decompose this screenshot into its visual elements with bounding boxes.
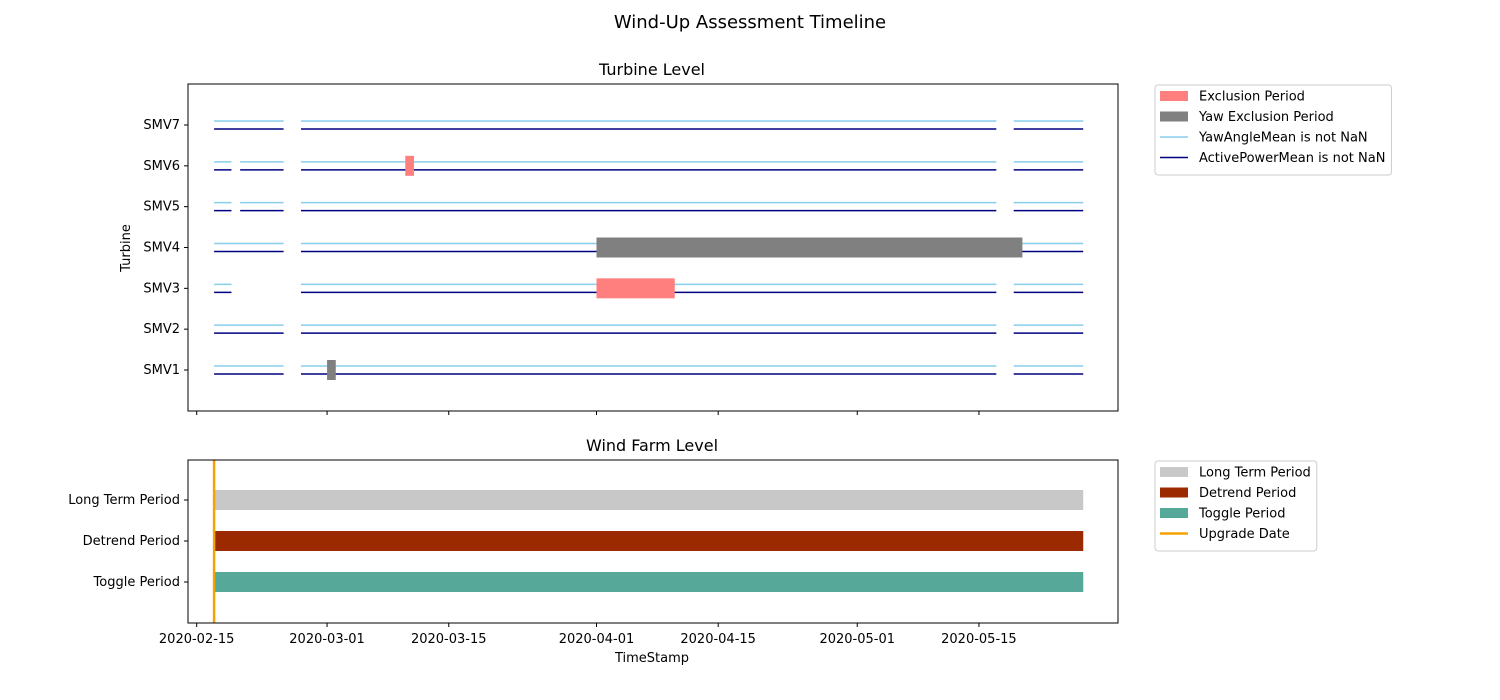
x-tick-label: 2020-05-01 bbox=[819, 632, 895, 647]
turbine-marks bbox=[214, 120, 1084, 380]
legend-swatch bbox=[1160, 111, 1188, 122]
legend-label: Yaw Exclusion Period bbox=[1198, 110, 1334, 125]
legend-frame bbox=[1154, 84, 1392, 176]
x-axis-label: TimeStamp bbox=[614, 651, 689, 666]
legend-label: ActivePowerMean is not NaN bbox=[1199, 151, 1385, 166]
y-tick-label: SMV4 bbox=[143, 241, 180, 256]
wind-farm-y-ticks: Long Term Period Detrend Period Toggle Per… bbox=[68, 493, 188, 590]
legend-label: Upgrade Date bbox=[1199, 527, 1290, 542]
y-tick-label: Toggle Period bbox=[93, 575, 180, 590]
legend-label: Toggle Period bbox=[1198, 507, 1285, 522]
turbine-x-ticks bbox=[196, 411, 980, 415]
yaw-exclusion-period-box bbox=[327, 360, 336, 380]
wind-farm-marks bbox=[212, 460, 1084, 623]
y-tick-label: SMV2 bbox=[143, 322, 180, 337]
exclusion-period-box bbox=[405, 155, 414, 176]
legend-label: YawAngleMean is not NaN bbox=[1198, 131, 1368, 146]
turbine-legend: Exclusion Period Yaw Exclusion Period YawA… bbox=[1154, 84, 1392, 176]
y-tick-label: SMV7 bbox=[143, 118, 180, 133]
yaw-exclusion-period-box bbox=[596, 237, 1023, 258]
y-tick-label: SMV1 bbox=[143, 363, 180, 378]
x-tick-label: 2020-03-01 bbox=[289, 632, 365, 647]
legend-swatch bbox=[1160, 467, 1188, 477]
legend-label: Exclusion Period bbox=[1199, 90, 1305, 105]
detrend-period-bar bbox=[214, 531, 1084, 551]
exclusion-period-box bbox=[596, 278, 675, 299]
turbine-y-ticks: SMV7 SMV6 SMV5 SMV4 SMV3 SMV2 SMV1 bbox=[143, 118, 188, 378]
turbine-level-panel: Turbine Level SMV7SMV6SMV5SMV4SMV3SMV2SM… bbox=[119, 60, 1392, 415]
y-tick-label: Long Term Period bbox=[68, 493, 180, 508]
legend-swatch bbox=[1160, 91, 1188, 101]
legend-swatch bbox=[1160, 487, 1188, 498]
turbine-panel-title: Turbine Level bbox=[598, 60, 705, 79]
x-tick-label: 2020-02-15 bbox=[159, 632, 235, 647]
wind-farm-panel-title: Wind Farm Level bbox=[586, 436, 718, 455]
long-term-period-bar bbox=[214, 490, 1084, 510]
wind-farm-legend: Long Term Period Detrend Period Toggle Per… bbox=[1154, 460, 1318, 552]
legend-swatch bbox=[1160, 508, 1188, 518]
x-tick-label: 2020-04-15 bbox=[680, 632, 756, 647]
y-tick-label: SMV5 bbox=[143, 200, 180, 215]
legend-label: Long Term Period bbox=[1199, 466, 1311, 481]
figure-title: Wind-Up Assessment Timeline bbox=[614, 12, 886, 33]
legend-label: Detrend Period bbox=[1199, 486, 1296, 501]
x-tick-label: 2020-03-15 bbox=[411, 632, 487, 647]
toggle-period-bar bbox=[214, 572, 1084, 592]
wind-farm-level-panel: Wind Farm Level Long Term Period Detrend … bbox=[68, 436, 1318, 666]
x-tick-label: 2020-04-01 bbox=[559, 632, 635, 647]
wind-farm-x-ticks: 2020-02-15 2020-03-01 2020-03-15 2020-04-01… bbox=[159, 623, 1017, 647]
legend-frame bbox=[1154, 460, 1318, 552]
turbine-y-axis-label: Turbine bbox=[119, 224, 134, 273]
y-tick-label: SMV3 bbox=[143, 281, 180, 296]
x-tick-label: 2020-05-15 bbox=[941, 632, 1017, 647]
y-tick-label: SMV6 bbox=[143, 159, 180, 174]
y-tick-label: Detrend Period bbox=[83, 534, 180, 549]
